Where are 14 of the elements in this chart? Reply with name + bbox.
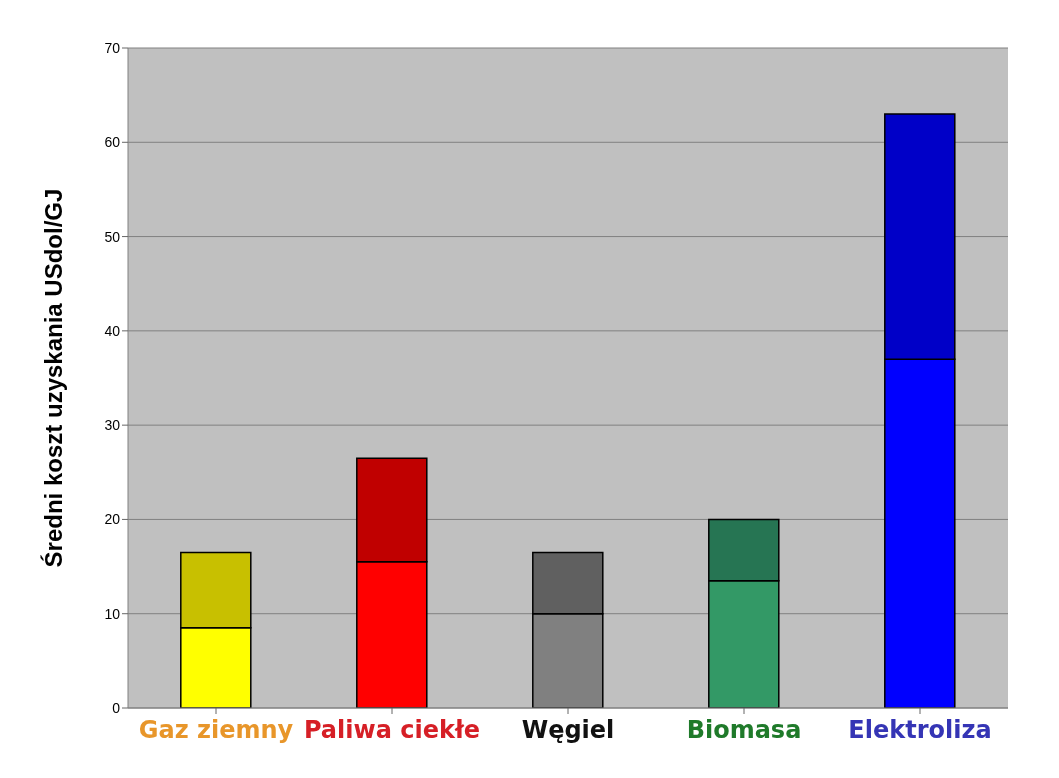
y-axis-title: Średni koszt uzyskania USdol/GJ (39, 188, 67, 568)
x-tick-label: Biomasa (686, 716, 802, 744)
y-tick-label: 70 (104, 39, 121, 56)
y-tick-label: 10 (104, 605, 121, 622)
y-tick-label: 20 (104, 511, 121, 528)
y-tick-label: 30 (104, 417, 121, 434)
x-tick-label: Węgiel (521, 716, 615, 744)
y-tick-label: 60 (104, 134, 121, 151)
y-tick-label: 50 (104, 228, 121, 245)
y-tick-label: 40 (104, 322, 121, 339)
x-tick-label: Gaz ziemny (138, 716, 294, 744)
y-tick-label: 0 (112, 699, 121, 716)
x-tick-label: Paliwa ciekłe (303, 716, 481, 744)
x-tick-label: Elektroliza (848, 716, 992, 744)
